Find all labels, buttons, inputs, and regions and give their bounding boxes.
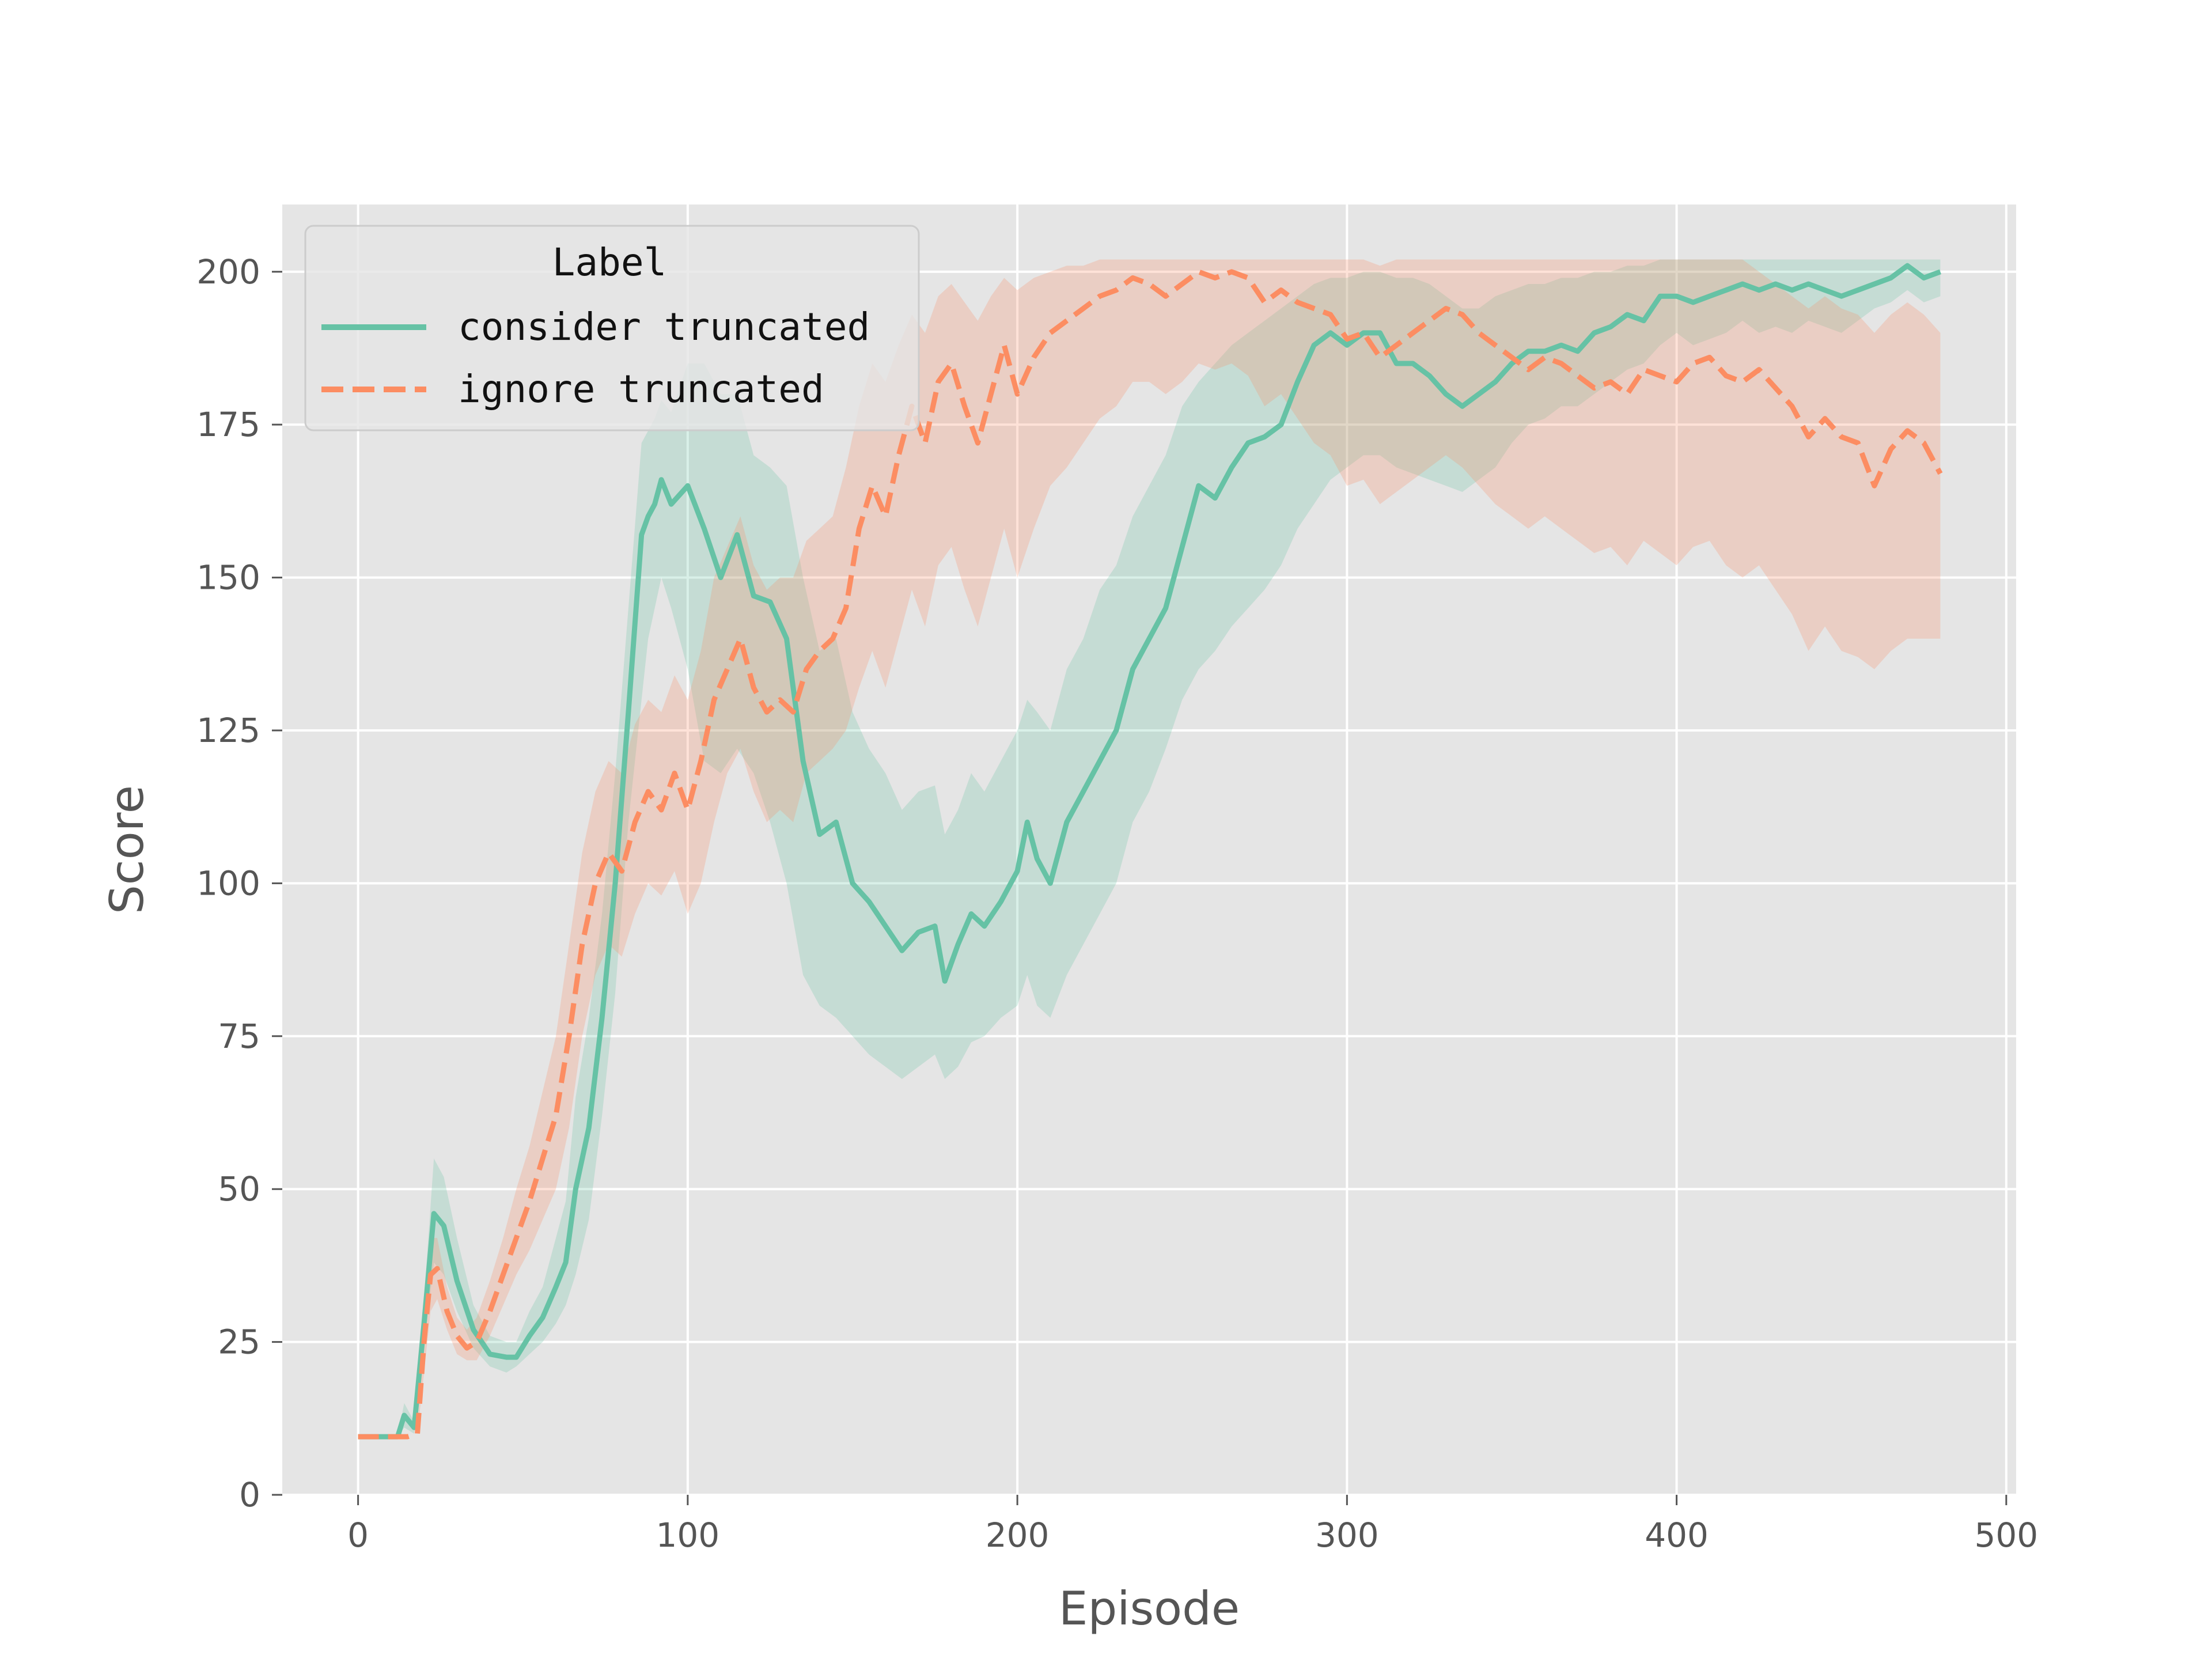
x-axis-label: Episode (1059, 1582, 1240, 1635)
y-tick-label: 150 (196, 558, 260, 597)
y-tick-label: 125 (196, 711, 260, 750)
confidence-band-ignore (358, 259, 1941, 1437)
confidence-bands (358, 259, 1941, 1437)
legend-box (304, 225, 920, 431)
x-tick-label: 200 (986, 1516, 1050, 1555)
y-axis-label: Score (100, 785, 154, 914)
y-tick-label: 100 (196, 863, 260, 903)
y-tick-label: 0 (239, 1475, 260, 1514)
y-tick-label: 200 (196, 252, 260, 291)
series-line-consider (358, 263, 1941, 1440)
legend-label-consider: consider truncated (458, 305, 870, 349)
legend-title: Label (552, 240, 667, 285)
legend-label-ignore: ignore truncated (458, 367, 824, 411)
x-tick-label: 300 (1315, 1516, 1379, 1555)
y-tick-label: 175 (196, 405, 260, 444)
series-line-ignore (358, 269, 1943, 1440)
legend: Label consider truncated ignore truncate… (304, 225, 920, 431)
y-tick-label: 75 (218, 1017, 260, 1056)
confidence-band-consider (358, 259, 1941, 1437)
x-tick-label: 100 (656, 1516, 720, 1555)
y-tick-label: 50 (218, 1169, 260, 1209)
x-tick-label: 0 (347, 1516, 369, 1555)
grid (282, 204, 2016, 1496)
series-lines (358, 263, 1943, 1440)
axis-ticks: 0 100 200 300 400 500 0 25 50 75 100 125 150 175 200 (196, 252, 2038, 1555)
x-tick-label: 500 (1974, 1516, 2038, 1555)
y-tick-label: 25 (218, 1323, 260, 1362)
x-tick-label: 400 (1645, 1516, 1709, 1555)
